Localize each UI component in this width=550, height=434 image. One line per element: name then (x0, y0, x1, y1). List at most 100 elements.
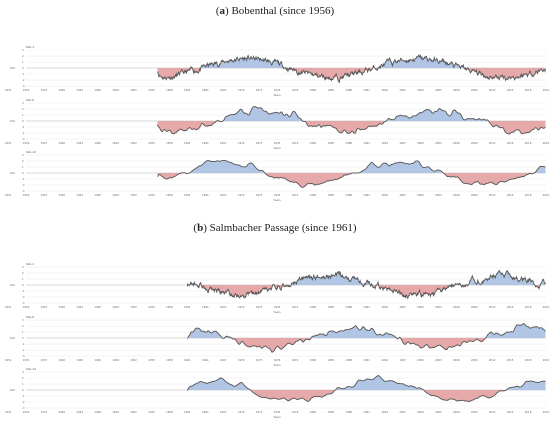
x-tick-label: 2015 (507, 305, 514, 309)
x-tick-label: 2021 (543, 193, 550, 197)
x-tick-label: 2006 (453, 358, 460, 362)
x-tick-label: 2009 (471, 358, 478, 362)
x-tick-label: 1979 (292, 410, 299, 414)
x-tick-label: 1982 (310, 410, 317, 414)
x-tick-label: 1964 (202, 141, 209, 145)
sgi-series-line (157, 106, 546, 135)
x-tick-label: 1958 (166, 88, 173, 92)
panel-b-sgi-1: SGI-1 SGI 3 2 1 0 -1 -2 -3 1931 1934 1937 1940 1943 19… (5, 262, 550, 314)
panel-label: SGI-12 (26, 367, 36, 371)
panel-b-sgi-12: SGI-12 SGI 3 2 1 0 -1 -2 -3 1931 1934 1937 1940 1943 1… (5, 367, 550, 419)
x-tick-label: 2012 (489, 305, 496, 309)
x-tick-label: 2006 (453, 305, 460, 309)
y-tick-label: -1 (22, 72, 25, 76)
x-tick-label: 1988 (345, 305, 352, 309)
x-tick-label: 1997 (399, 193, 406, 197)
y-tick-label: -2 (22, 295, 25, 299)
x-tick-label: 1970 (238, 193, 245, 197)
x-tick-label: 1931 (5, 410, 12, 414)
x-tick-label: 2009 (471, 410, 478, 414)
y-tick-label: -1 (22, 289, 25, 293)
x-tick-label: 1949 (112, 358, 119, 362)
y-tick-label: -2 (22, 348, 25, 352)
x-tick-label: 1943 (76, 410, 83, 414)
y-tick-label: -3 (22, 189, 25, 193)
panel-label: SGI-1 (26, 45, 34, 49)
x-tick-label: 2021 (543, 410, 550, 414)
x-tick-label: 2006 (453, 141, 460, 145)
x-tick-label: 1946 (94, 305, 101, 309)
y-tick-label: 2 (22, 107, 24, 111)
x-tick-label: 1943 (76, 305, 83, 309)
x-tick-label: 2003 (435, 193, 442, 197)
positive-area (187, 375, 546, 390)
sgi-series-line (157, 159, 546, 188)
x-tick-label: 1937 (41, 358, 48, 362)
x-axis-label: Years (273, 310, 281, 314)
x-tick-label: 2018 (525, 305, 532, 309)
x-tick-label: 2015 (507, 410, 514, 414)
x-tick-label: 1937 (41, 410, 48, 414)
x-tick-label: 1961 (184, 305, 191, 309)
x-tick-label: 1955 (148, 305, 155, 309)
x-tick-label: 1967 (220, 358, 227, 362)
x-tick-label: 2000 (417, 305, 424, 309)
y-tick-label: 2 (22, 324, 24, 328)
x-axis-label: Years (273, 363, 281, 367)
y-tick-label: 1 (22, 60, 24, 64)
y-axis-label: SGI (10, 388, 15, 392)
x-tick-label: 1931 (5, 193, 12, 197)
x-tick-label: 1931 (5, 358, 12, 362)
x-tick-label: 2000 (417, 358, 424, 362)
x-tick-label: 2015 (507, 193, 514, 197)
x-tick-label: 2021 (543, 88, 550, 92)
x-tick-label: 2015 (507, 358, 514, 362)
x-tick-label: 1955 (148, 410, 155, 414)
x-tick-label: 1988 (345, 88, 352, 92)
x-tick-label: 1991 (363, 193, 370, 197)
x-tick-label: 1970 (238, 88, 245, 92)
x-tick-label: 1994 (381, 141, 388, 145)
x-tick-label: 1997 (399, 410, 406, 414)
y-tick-label: -3 (22, 137, 25, 141)
x-tick-label: 1988 (345, 193, 352, 197)
x-tick-label: 1958 (166, 305, 173, 309)
x-tick-label: 1943 (76, 88, 83, 92)
x-tick-label: 1934 (23, 305, 30, 309)
x-tick-label: 1961 (184, 193, 191, 197)
x-tick-label: 1991 (363, 410, 370, 414)
x-tick-label: 1949 (112, 88, 119, 92)
x-tick-label: 1937 (41, 193, 48, 197)
x-tick-label: 1988 (345, 410, 352, 414)
x-tick-label: 1958 (166, 410, 173, 414)
panel-label: SGI-6 (26, 98, 34, 102)
x-tick-label: 1982 (310, 88, 317, 92)
x-tick-label: 1940 (58, 193, 65, 197)
x-tick-label: 2000 (417, 141, 424, 145)
x-tick-label: 1991 (363, 88, 370, 92)
x-tick-label: 1946 (94, 193, 101, 197)
y-tick-label: -3 (22, 406, 25, 410)
x-tick-label: 1994 (381, 305, 388, 309)
x-tick-label: 1967 (220, 141, 227, 145)
y-tick-label: 3 (22, 265, 24, 269)
x-tick-label: 1958 (166, 193, 173, 197)
y-tick-label: -3 (22, 84, 25, 88)
x-tick-label: 1973 (256, 88, 263, 92)
y-tick-label: 0 (22, 119, 24, 123)
x-tick-label: 1949 (112, 410, 119, 414)
x-tick-label: 1988 (345, 141, 352, 145)
x-tick-label: 1961 (184, 358, 191, 362)
x-tick-label: 2003 (435, 305, 442, 309)
x-tick-label: 1955 (148, 193, 155, 197)
y-axis-label: SGI (10, 171, 15, 175)
y-tick-label: 3 (22, 48, 24, 52)
x-tick-label: 1949 (112, 141, 119, 145)
x-tick-label: 1982 (310, 358, 317, 362)
y-axis-label: SGI (10, 336, 15, 340)
x-tick-label: 1982 (310, 141, 317, 145)
x-tick-label: 1991 (363, 305, 370, 309)
negative-area (157, 173, 546, 188)
panel-label: SGI-12 (26, 150, 36, 154)
panel-b-sgi-6: SGI-6 SGI 3 2 1 0 -1 -2 -3 1931 1934 1937 1940 1943 19… (5, 315, 550, 367)
